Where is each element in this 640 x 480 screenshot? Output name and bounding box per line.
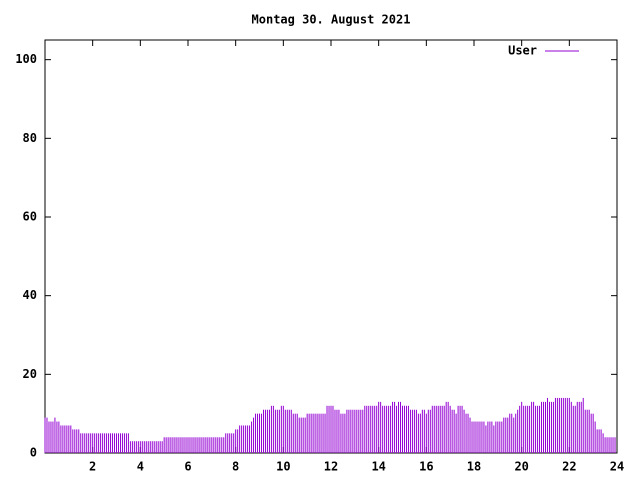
x-tick-label: 10 bbox=[276, 460, 290, 474]
x-tick-label: 22 bbox=[562, 460, 576, 474]
y-tick-label: 60 bbox=[23, 210, 37, 224]
plot-frame bbox=[44, 39, 618, 454]
x-tick-label: 12 bbox=[324, 460, 338, 474]
x-tick-label: 16 bbox=[419, 460, 433, 474]
y-tick-label: 80 bbox=[23, 131, 37, 145]
chart-title: Montag 30. August 2021 bbox=[252, 13, 411, 27]
y-tick-label: 0 bbox=[30, 446, 37, 460]
y-tick-label: 20 bbox=[23, 367, 37, 381]
x-tick-label: 4 bbox=[137, 460, 144, 474]
x-tick-label: 18 bbox=[467, 460, 481, 474]
x-tick-label: 24 bbox=[610, 460, 624, 474]
x-tick-label: 20 bbox=[514, 460, 528, 474]
x-tick-label: 2 bbox=[89, 460, 96, 474]
x-tick-label: 6 bbox=[184, 460, 191, 474]
x-tick-label: 8 bbox=[232, 460, 239, 474]
x-tick-label: 14 bbox=[371, 460, 385, 474]
y-tick-label: 100 bbox=[15, 52, 37, 66]
y-tick-label: 40 bbox=[23, 288, 37, 302]
legend-label: User bbox=[508, 44, 537, 58]
